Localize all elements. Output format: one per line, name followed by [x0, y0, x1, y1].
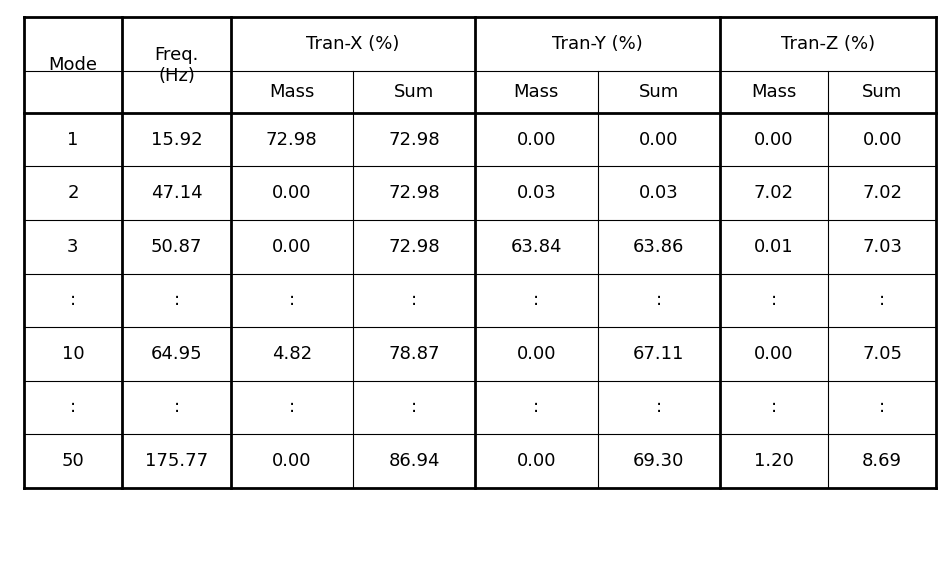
- Text: :: :: [173, 399, 180, 416]
- Text: 0.00: 0.00: [863, 131, 901, 148]
- Text: Sum: Sum: [862, 83, 902, 100]
- Text: 0.00: 0.00: [272, 452, 311, 470]
- Text: 175.77: 175.77: [145, 452, 208, 470]
- Text: :: :: [411, 399, 417, 416]
- Text: 63.86: 63.86: [633, 238, 684, 255]
- Text: Tran-X (%): Tran-X (%): [306, 35, 400, 52]
- Text: 72.98: 72.98: [389, 184, 439, 202]
- Text: 4.82: 4.82: [272, 345, 311, 363]
- Text: :: :: [879, 292, 885, 309]
- Text: 7.03: 7.03: [862, 238, 902, 255]
- Text: 1.20: 1.20: [754, 452, 794, 470]
- Text: 50.87: 50.87: [151, 238, 202, 255]
- Text: 15.92: 15.92: [151, 131, 202, 148]
- Text: 0.00: 0.00: [639, 131, 678, 148]
- Text: 63.84: 63.84: [511, 238, 562, 255]
- Text: Sum: Sum: [394, 83, 434, 100]
- Text: 0.00: 0.00: [517, 452, 556, 470]
- Text: 0.00: 0.00: [517, 345, 556, 363]
- Text: 7.02: 7.02: [754, 184, 794, 202]
- Text: 72.98: 72.98: [389, 131, 439, 148]
- Text: Mode: Mode: [48, 56, 98, 74]
- Text: 67.11: 67.11: [633, 345, 684, 363]
- Text: 72.98: 72.98: [266, 131, 317, 148]
- Text: 1: 1: [67, 131, 79, 148]
- Text: :: :: [70, 292, 76, 309]
- Text: 7.02: 7.02: [862, 184, 902, 202]
- Text: 10: 10: [61, 345, 85, 363]
- Text: 0.00: 0.00: [755, 131, 793, 148]
- Text: :: :: [289, 399, 295, 416]
- Text: 69.30: 69.30: [633, 452, 684, 470]
- Text: 0.03: 0.03: [517, 184, 556, 202]
- Text: :: :: [534, 292, 539, 309]
- Text: Freq.: Freq.: [154, 46, 199, 64]
- Text: Tran-Y (%): Tran-Y (%): [552, 35, 643, 52]
- Text: 72.98: 72.98: [389, 238, 439, 255]
- Text: Mass: Mass: [751, 83, 797, 100]
- Text: :: :: [289, 292, 295, 309]
- Text: 86.94: 86.94: [389, 452, 439, 470]
- Text: 7.05: 7.05: [862, 345, 902, 363]
- Text: :: :: [656, 292, 662, 309]
- Text: Sum: Sum: [639, 83, 678, 100]
- Text: Tran-Z (%): Tran-Z (%): [781, 35, 875, 52]
- Text: 2: 2: [67, 184, 79, 202]
- Text: 64.95: 64.95: [151, 345, 202, 363]
- Text: Mass: Mass: [514, 83, 559, 100]
- Text: 47.14: 47.14: [151, 184, 202, 202]
- Text: 0.00: 0.00: [517, 131, 556, 148]
- Text: 50: 50: [61, 452, 85, 470]
- Text: 78.87: 78.87: [389, 345, 439, 363]
- Text: 8.69: 8.69: [862, 452, 902, 470]
- Text: :: :: [771, 399, 777, 416]
- Text: :: :: [879, 399, 885, 416]
- Text: (Hz): (Hz): [158, 67, 195, 85]
- Text: 0.01: 0.01: [754, 238, 794, 255]
- Text: :: :: [411, 292, 417, 309]
- Text: :: :: [70, 399, 76, 416]
- Text: Mass: Mass: [269, 83, 314, 100]
- Text: :: :: [656, 399, 662, 416]
- Text: 0.00: 0.00: [755, 345, 793, 363]
- Text: 3: 3: [67, 238, 79, 255]
- Text: :: :: [534, 399, 539, 416]
- Text: 0.03: 0.03: [639, 184, 678, 202]
- Text: 0.00: 0.00: [272, 184, 311, 202]
- Text: :: :: [771, 292, 777, 309]
- Text: :: :: [173, 292, 180, 309]
- Text: 0.00: 0.00: [272, 238, 311, 255]
